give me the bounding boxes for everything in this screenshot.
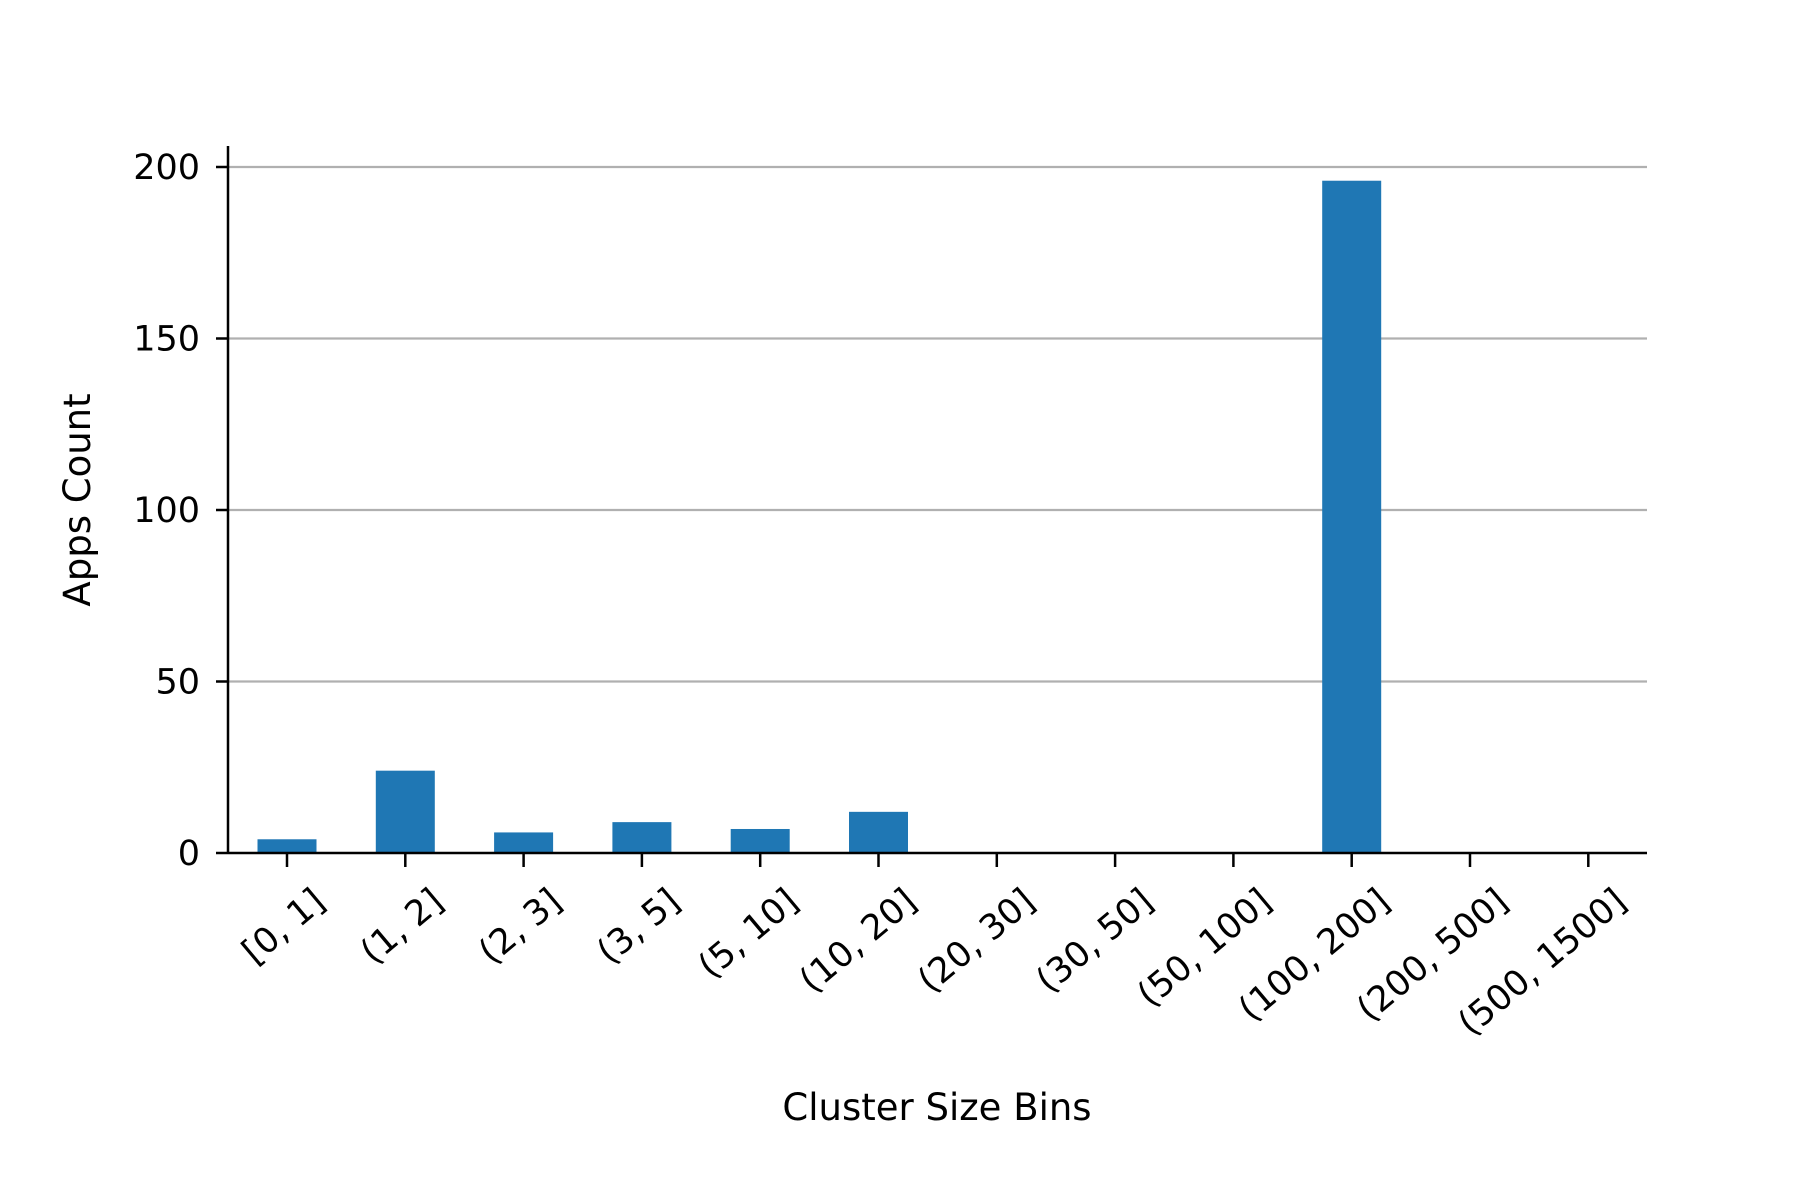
x-tick-label: (3, 5] <box>590 881 688 972</box>
axes <box>226 146 1647 855</box>
y-tick-label: 0 <box>178 834 200 874</box>
y-tick-label: 200 <box>133 148 200 188</box>
bar <box>612 822 672 853</box>
bar <box>1322 180 1382 854</box>
x-tick-label: (20, 30] <box>911 881 1043 1001</box>
gridlines <box>228 165 1647 683</box>
y-axis-label: Apps Count <box>56 393 99 606</box>
y-tick-label: 50 <box>155 663 200 703</box>
bar <box>849 811 908 853</box>
bar <box>494 832 554 853</box>
bar <box>375 770 435 853</box>
x-ticks: [0, 1] (1, 2] (2, 3] (3, 5] (5, 10](10, 20](… <box>235 853 1634 1044</box>
y-ticks: 0 50 100 150 200 <box>133 148 228 874</box>
bar <box>730 828 790 853</box>
x-tick-label: (2, 3] <box>472 881 570 972</box>
x-tick-label: (5, 10] <box>691 881 806 986</box>
y-tick-label: 150 <box>133 320 200 360</box>
x-tick-label: (1, 2] <box>353 881 451 972</box>
bar <box>257 839 317 853</box>
x-tick-label: (10, 20] <box>792 881 924 1001</box>
y-tick-label: 100 <box>133 491 200 531</box>
x-tick-label: [0, 1] <box>235 881 333 972</box>
bars <box>257 180 1382 854</box>
x-axis-label: Cluster Size Bins <box>782 1086 1091 1129</box>
